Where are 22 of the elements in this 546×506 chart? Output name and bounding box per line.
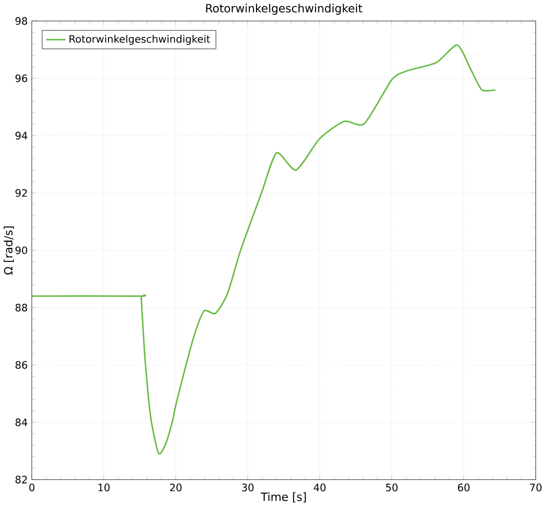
x-tick-label: 20 — [170, 484, 182, 492]
chart-title: Rotorwinkelgeschwindigkeit — [206, 4, 362, 15]
x-tick-label: 30 — [242, 484, 254, 492]
y-tick-label: 92 — [15, 189, 27, 197]
x-tick-label: 40 — [314, 484, 326, 492]
y-tick-label: 86 — [16, 361, 28, 369]
legend-label: Rotorwinkelgeschwindigkeit — [70, 34, 210, 45]
x-tick-label: 50 — [386, 484, 398, 492]
x-tick-label: 70 — [530, 484, 542, 492]
x-tick-label: 60 — [458, 484, 470, 492]
y-tick-label: 94 — [15, 132, 28, 140]
y-tick-label: 90 — [15, 246, 28, 254]
y-tick-label: 96 — [15, 74, 28, 82]
x-axis-title: Time [s] — [260, 492, 306, 502]
y-tick-label: 88 — [16, 304, 28, 312]
y-axis-title: Ω [rad/s] — [4, 226, 14, 275]
y-tick-label: 84 — [16, 418, 28, 426]
y-tick-label: 98 — [15, 17, 28, 25]
line-series — [32, 44, 496, 454]
x-tick-label: 0 — [29, 484, 34, 492]
x-tick-label: 10 — [98, 484, 110, 492]
y-tick-label: 82 — [16, 476, 27, 484]
